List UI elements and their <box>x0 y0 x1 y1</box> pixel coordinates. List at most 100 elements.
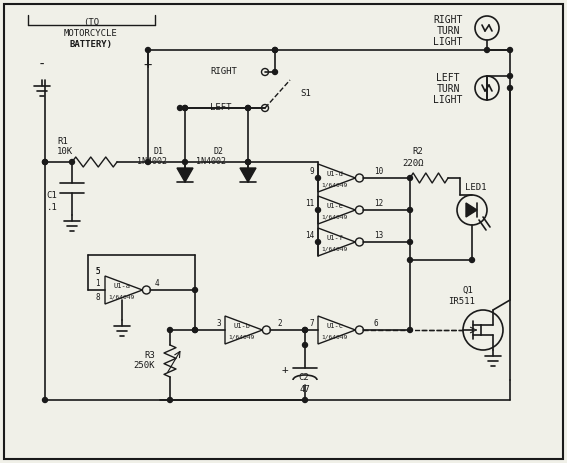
Text: 1N4002: 1N4002 <box>196 157 226 167</box>
Circle shape <box>70 159 74 164</box>
Text: 14: 14 <box>304 232 314 240</box>
Circle shape <box>507 48 513 52</box>
Text: 11: 11 <box>304 200 314 208</box>
Circle shape <box>303 398 307 402</box>
Text: -: - <box>38 58 46 72</box>
Circle shape <box>43 398 48 402</box>
Circle shape <box>193 327 197 332</box>
Text: U1-d: U1-d <box>326 171 343 177</box>
Circle shape <box>167 327 172 332</box>
Text: 1/64049: 1/64049 <box>229 334 255 339</box>
Circle shape <box>246 159 251 164</box>
Text: U1-f: U1-f <box>326 235 343 241</box>
Text: 2: 2 <box>277 319 282 329</box>
Text: D2: D2 <box>213 148 223 156</box>
Text: U1-e: U1-e <box>326 203 343 209</box>
Circle shape <box>469 257 475 263</box>
Circle shape <box>507 74 513 79</box>
Circle shape <box>315 175 320 181</box>
Circle shape <box>193 327 197 332</box>
Text: 7: 7 <box>310 319 314 329</box>
Text: R3: R3 <box>145 350 155 359</box>
Circle shape <box>43 159 48 164</box>
Text: TURN: TURN <box>436 84 460 94</box>
Text: +: + <box>282 365 289 375</box>
Circle shape <box>273 69 277 75</box>
Text: R2: R2 <box>413 148 424 156</box>
Text: D1: D1 <box>153 148 163 156</box>
Circle shape <box>303 327 307 332</box>
Circle shape <box>146 159 150 164</box>
Text: 220Ω: 220Ω <box>402 158 424 168</box>
Circle shape <box>303 343 307 348</box>
Text: 47: 47 <box>300 386 311 394</box>
Circle shape <box>408 239 413 244</box>
Text: 1/64049: 1/64049 <box>321 334 348 339</box>
Text: 250K: 250K <box>133 362 155 370</box>
Circle shape <box>408 175 413 181</box>
Text: 10K: 10K <box>57 148 73 156</box>
Text: 10: 10 <box>374 168 383 176</box>
Circle shape <box>183 106 188 111</box>
Text: .1: .1 <box>46 202 57 212</box>
Text: U1-a: U1-a <box>113 283 130 289</box>
Circle shape <box>183 159 188 164</box>
Polygon shape <box>466 203 477 217</box>
Text: 5: 5 <box>95 268 100 276</box>
Circle shape <box>246 106 251 111</box>
Circle shape <box>246 159 251 164</box>
Text: 1/64049: 1/64049 <box>321 246 348 251</box>
Text: S1: S1 <box>300 88 311 98</box>
Text: C1: C1 <box>46 190 57 200</box>
Text: BATTERY): BATTERY) <box>70 39 112 49</box>
Circle shape <box>273 48 277 52</box>
Circle shape <box>408 327 413 332</box>
Text: 6: 6 <box>374 319 379 329</box>
Text: U1-b: U1-b <box>233 323 250 329</box>
Text: 1/64049: 1/64049 <box>109 294 135 300</box>
Circle shape <box>183 106 188 111</box>
Text: 1/64049: 1/64049 <box>321 182 348 188</box>
Circle shape <box>303 327 307 332</box>
Circle shape <box>315 239 320 244</box>
Text: LIGHT: LIGHT <box>433 95 463 105</box>
Text: 1: 1 <box>95 279 100 288</box>
Circle shape <box>408 257 413 263</box>
Text: 3: 3 <box>217 319 221 329</box>
Text: TURN: TURN <box>436 26 460 36</box>
Text: RIGHT: RIGHT <box>433 15 463 25</box>
Circle shape <box>167 398 172 402</box>
Text: (TO: (TO <box>83 18 99 26</box>
Text: LEFT: LEFT <box>210 104 231 113</box>
Text: 1N4002: 1N4002 <box>137 157 167 167</box>
Polygon shape <box>240 168 256 182</box>
Text: RIGHT: RIGHT <box>210 68 237 76</box>
Text: 5: 5 <box>95 268 100 276</box>
Text: 1/64049: 1/64049 <box>321 214 348 219</box>
Text: MOTORCYCLE: MOTORCYCLE <box>64 29 118 38</box>
Polygon shape <box>177 168 193 182</box>
Circle shape <box>193 288 197 293</box>
Text: R1: R1 <box>57 138 67 146</box>
Circle shape <box>408 207 413 213</box>
Text: C2: C2 <box>298 374 309 382</box>
Text: 8: 8 <box>95 293 100 301</box>
Circle shape <box>315 207 320 213</box>
Circle shape <box>484 48 489 52</box>
Text: Q1: Q1 <box>463 286 473 294</box>
Text: LED1: LED1 <box>465 183 486 193</box>
Circle shape <box>273 48 277 52</box>
Text: U1-c: U1-c <box>326 323 343 329</box>
Text: IR511: IR511 <box>448 296 476 306</box>
Circle shape <box>146 48 150 52</box>
Text: 4: 4 <box>155 279 160 288</box>
Text: 12: 12 <box>374 200 383 208</box>
Circle shape <box>246 106 251 111</box>
Text: 13: 13 <box>374 232 383 240</box>
Circle shape <box>43 159 48 164</box>
Text: +: + <box>144 58 152 72</box>
Text: LIGHT: LIGHT <box>433 37 463 47</box>
Text: 9: 9 <box>310 168 314 176</box>
Text: LEFT: LEFT <box>436 73 460 83</box>
Circle shape <box>177 106 183 111</box>
